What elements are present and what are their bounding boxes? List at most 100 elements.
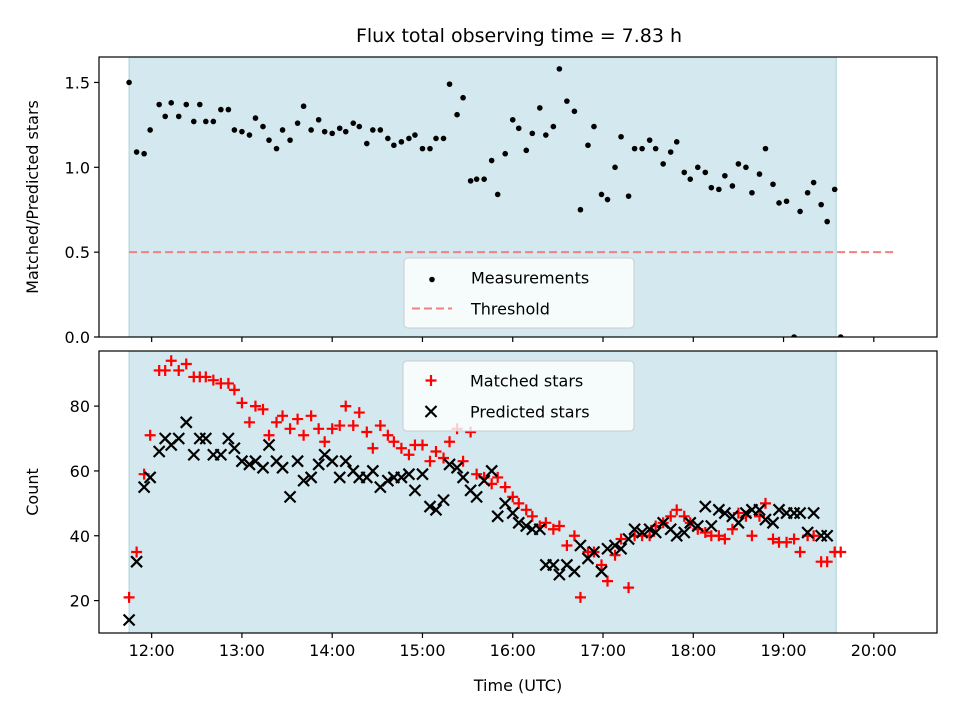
matched-stars-point (561, 539, 573, 551)
measurement-point (147, 127, 153, 133)
y-axis-label: Matched/Predicted stars (23, 100, 42, 294)
x-tick-label: 12:00 (129, 641, 175, 660)
predicted-stars-point (312, 458, 325, 471)
measurement-point (156, 101, 162, 108)
matched-stars-point (403, 449, 415, 461)
measurement-point (398, 139, 405, 145)
matched-stars-point (671, 504, 683, 516)
measurement-point (183, 101, 190, 108)
measurement-point (473, 176, 480, 182)
matched-stars-point (228, 384, 240, 396)
predicted-stars-point (429, 503, 443, 517)
matched-stars-point (835, 546, 847, 558)
predicted-stars-point (533, 522, 547, 536)
measurement-point (481, 176, 487, 182)
matched-stars-point (173, 364, 185, 376)
predicted-stars-point (381, 474, 395, 487)
measurement-point (762, 145, 769, 152)
measurement-point (419, 145, 426, 152)
matched-stars-point (353, 407, 365, 419)
matched-stars-point (665, 510, 677, 522)
measurement-point (612, 164, 618, 171)
matched-stars-point (574, 591, 586, 603)
y-tick-label: 60 (70, 462, 90, 481)
measurement-point (225, 106, 232, 113)
measurement-point (252, 115, 259, 121)
predicted-stars-point (608, 539, 622, 552)
matched-stars-point (313, 423, 325, 435)
predicted-stars-point (143, 471, 157, 484)
measurement-point (308, 127, 314, 133)
predicted-stars-point (395, 471, 408, 484)
predicted-stars-point (172, 432, 186, 445)
predicted-stars-point (297, 474, 310, 487)
top-panel: 0.0 0.5 1.0 1.5 Matched/Predicted stars Measu… (23, 56, 938, 347)
predicted-stars-point (506, 506, 520, 520)
measurement-point (467, 178, 474, 184)
matched-stars-point (699, 527, 711, 539)
measurement-point (412, 132, 418, 138)
measurement-point (287, 137, 293, 143)
predicted-stars-point (691, 519, 705, 533)
measurement-point (266, 137, 272, 143)
predicted-stars-point (304, 471, 318, 484)
measurement-point (515, 125, 522, 132)
predicted-stars-point (491, 510, 504, 523)
matched-stars-point (499, 481, 511, 493)
measurement-point (639, 145, 645, 152)
measurement-point (141, 150, 147, 157)
measurement-point (218, 106, 224, 113)
measurement-point (722, 172, 728, 179)
plot-area (126, 66, 897, 337)
measurement-point (406, 135, 412, 142)
matched-stars-point (794, 546, 806, 558)
y-tick-label: 80 (70, 397, 90, 416)
measurement-point (618, 133, 624, 140)
predicted-stars-point (456, 471, 470, 484)
y-tick-label: 40 (70, 527, 90, 546)
measurement-point (440, 135, 447, 142)
predicted-stars-point (228, 441, 241, 455)
legend-box (403, 257, 635, 329)
matched-stars-point (821, 556, 833, 568)
predicted-stars-point (187, 448, 201, 462)
matched-stars-point (540, 517, 552, 529)
measurement-point (783, 198, 790, 205)
matched-stars-point (207, 374, 219, 386)
measurement-point (175, 113, 182, 120)
predicted-stars-point (670, 529, 684, 543)
measurement-point (427, 145, 433, 152)
measurement-point (729, 183, 736, 189)
matched-stars-point (298, 429, 310, 441)
matched-stars-point (457, 455, 469, 467)
measurement-point (631, 145, 638, 152)
matched-stars-point (334, 420, 346, 432)
measurement-point (797, 208, 803, 215)
measurement-point (735, 161, 742, 167)
predicted-stars-point (699, 500, 712, 513)
axes-frame (98, 56, 938, 338)
measurement-point (446, 81, 453, 87)
measurement-point (791, 334, 797, 337)
measurement-point (673, 139, 680, 145)
predicted-stars-point (553, 568, 566, 581)
matched-stars-point (759, 497, 771, 509)
measurement-point (385, 135, 391, 142)
predicted-stars-point (677, 526, 691, 539)
measurement-point (804, 189, 811, 196)
matched-stars-point (340, 400, 352, 412)
x-tick-label: 19:00 (760, 641, 806, 660)
measurement-point (273, 145, 280, 152)
matched-stars-point (123, 591, 135, 603)
measurement-point (294, 120, 301, 126)
measurement-point (502, 150, 509, 157)
predicted-stars-point (766, 516, 780, 530)
predicted-stars-point (683, 516, 697, 530)
predicted-stars-point (614, 542, 628, 556)
predicted-stars-point (519, 519, 533, 533)
matched-stars-point (382, 429, 394, 441)
matched-stars-point (222, 377, 234, 389)
matched-stars-point (277, 410, 289, 422)
matched-stars-point (568, 530, 580, 542)
predicted-stars-point (595, 565, 608, 578)
